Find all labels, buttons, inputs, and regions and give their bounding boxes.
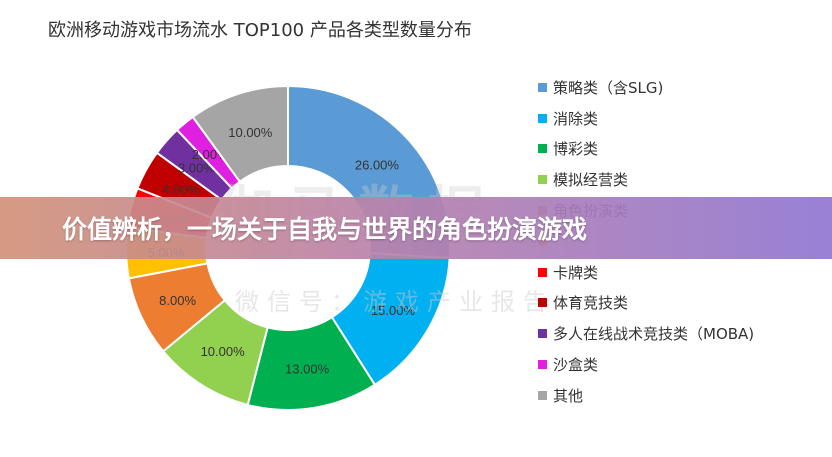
legend-label: 模拟经营类	[553, 171, 629, 190]
legend-label: 体育竞技类	[553, 294, 629, 313]
legend-swatch	[538, 175, 547, 185]
legend-item: 消除类	[538, 103, 754, 134]
slice-data-label: 10.00%	[201, 344, 246, 359]
slice-data-label: 26.00%	[355, 157, 400, 172]
slice-data-label: 4.00%	[163, 182, 200, 197]
legend-item: 体育竞技类	[538, 288, 754, 319]
legend-label: 消除类	[553, 109, 599, 128]
chart-title: 欧洲移动游戏市场流水 TOP100 产品各类型数量分布	[48, 20, 472, 41]
legend-label: 策略类（含SLG)	[553, 78, 664, 97]
legend-swatch	[538, 360, 547, 370]
slice-data-label: 13.00%	[285, 361, 330, 376]
legend-swatch	[538, 144, 547, 154]
pie-slice	[191, 84, 289, 184]
legend-swatch	[538, 267, 547, 277]
slice-data-label: 8.00%	[159, 293, 196, 308]
legend-item: 卡牌类	[538, 257, 754, 288]
banner-title: 价值辨析，一场关于自我与世界的角色扮演游戏	[62, 215, 588, 244]
watermark-subtitle: 微信号：游戏产业报告	[235, 288, 555, 316]
legend-label: 多人在线战术竞技类（MOBA)	[553, 325, 755, 344]
legend-label: 沙盒类	[553, 356, 599, 375]
legend-label: 博彩类	[553, 140, 599, 159]
legend-swatch	[538, 298, 547, 308]
legend-item: 其他	[538, 380, 754, 411]
legend-label: 其他	[553, 386, 584, 405]
title-banner: 价值辨析，一场关于自我与世界的角色扮演游戏	[0, 197, 832, 259]
legend-item: 多人在线战术竞技类（MOBA)	[538, 318, 754, 349]
slice-data-label: 3.00%	[178, 160, 215, 175]
slice-data-label: 10.00%	[228, 125, 273, 140]
legend-swatch	[538, 390, 547, 400]
legend-swatch	[538, 82, 547, 92]
legend-swatch	[538, 329, 547, 339]
legend-label: 卡牌类	[553, 263, 599, 282]
legend-item: 博彩类	[538, 134, 754, 165]
slice-data-label: 15.00%	[371, 303, 416, 318]
legend-item: 策略类（含SLG)	[538, 72, 754, 103]
legend-item: 模拟经营类	[538, 164, 754, 195]
legend-swatch	[538, 113, 547, 123]
legend-item: 沙盒类	[538, 349, 754, 380]
